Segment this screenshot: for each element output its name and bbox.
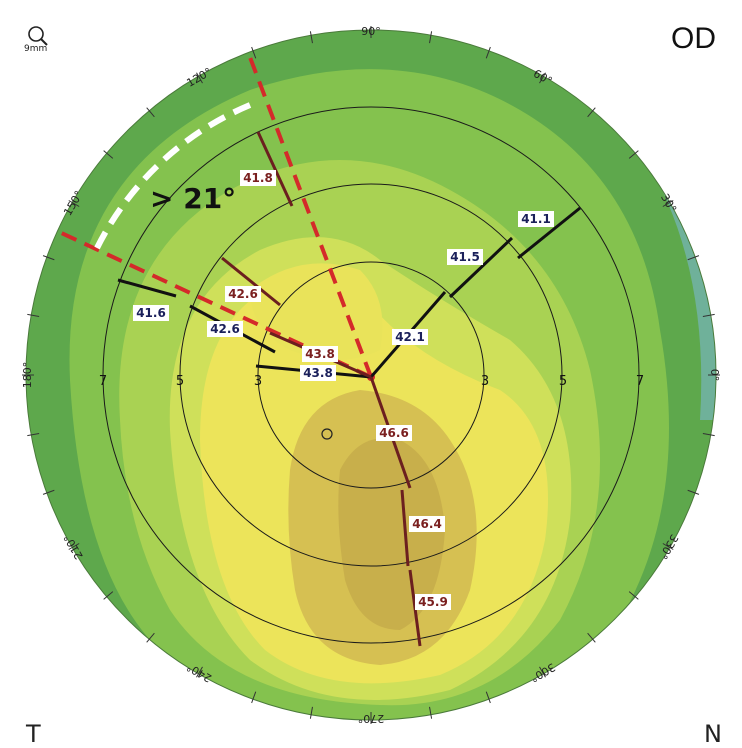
- angle-label: 270°: [358, 712, 385, 725]
- angle-tick: [485, 46, 491, 59]
- angle-label: 180°: [21, 362, 34, 389]
- angle-tick: [687, 489, 700, 495]
- ring-label-right-7: 7: [636, 374, 644, 389]
- dark-tan-zone: [338, 438, 445, 630]
- pupil-center-marker: [321, 428, 333, 440]
- ring-label-right-5: 5: [559, 374, 567, 389]
- angle-tick: [702, 433, 715, 437]
- flat-label-left-7: 41.6: [133, 305, 169, 321]
- angle-tick: [429, 706, 433, 719]
- steep-value-text: 42.6: [228, 287, 258, 301]
- angle-tick: [68, 200, 80, 207]
- angle-tick: [539, 666, 546, 678]
- angle-label: 90°: [361, 25, 381, 38]
- flat-label-right-3: 42.1: [392, 329, 428, 345]
- flat-label-left-3: 43.8: [300, 365, 336, 381]
- steep-label-down-3: 46.6: [376, 425, 412, 441]
- angle-tick: [68, 543, 80, 550]
- flat-label-right-5: 41.5: [447, 249, 483, 265]
- angle-tick: [103, 150, 114, 159]
- angle-annotation: > 21°: [150, 182, 236, 215]
- nasal-label: N: [704, 720, 722, 748]
- angle-tick: [628, 150, 639, 159]
- angle-tick: [587, 107, 596, 118]
- angle-tick: [27, 433, 40, 437]
- steep-seg-down-5: [400, 489, 410, 567]
- angle-tick: [539, 72, 546, 84]
- angle-tick: [702, 313, 715, 317]
- steep-label-down-5: 46.4: [409, 516, 445, 532]
- flat-value-text: 42.6: [210, 322, 240, 336]
- value-labels: 43.8 42.6 41.8 46.6 46.4 45.9 43.8: [133, 170, 554, 610]
- angle-tick: [251, 691, 257, 704]
- angle-tick: [251, 46, 257, 59]
- steep-label-left-5: 42.6: [225, 286, 261, 302]
- steep-seg-left-7: [256, 131, 294, 207]
- angle-tick: [42, 489, 55, 495]
- steep-label-left-7: 41.8: [240, 170, 276, 186]
- flat-seg-right-7: [517, 206, 581, 260]
- angle-tick: [662, 543, 674, 550]
- angle-tick: [146, 107, 155, 118]
- eye-indicator: OD: [671, 22, 716, 55]
- flat-value-text: 41.1: [521, 212, 551, 226]
- zoom-icon[interactable]: [26, 24, 50, 56]
- angle-tick: [309, 31, 313, 44]
- zone-rings: [102, 106, 640, 644]
- ring-label-left-7: 7: [99, 374, 107, 389]
- ring-5mm: [179, 183, 563, 567]
- steep-value-text: 41.8: [243, 171, 273, 185]
- ring-7mm: [102, 106, 640, 644]
- flat-value-text: 41.5: [450, 250, 480, 264]
- flat-seg-right-5: [448, 236, 514, 299]
- angle-ticks: [22, 26, 720, 724]
- angle-tick: [429, 31, 433, 44]
- angle-tick: [587, 632, 596, 643]
- steep-label-left-3: 43.8: [302, 346, 338, 362]
- angle-tick: [42, 255, 55, 261]
- steep-value-text: 43.8: [305, 347, 335, 361]
- angle-tick: [662, 200, 674, 207]
- angle-label: 0°: [708, 369, 721, 382]
- steep-label-down-7: 45.9: [415, 594, 451, 610]
- ring-label-left-5: 5: [176, 374, 184, 389]
- ring-label-right-3: 3: [481, 374, 489, 389]
- flat-label-right-7: 41.1: [518, 211, 554, 227]
- flat-label-left-5: 42.6: [207, 321, 243, 337]
- flat-value-text: 42.1: [395, 330, 425, 344]
- zoom-label: 9mm: [24, 44, 48, 54]
- angle-tick: [103, 591, 114, 600]
- angle-tick: [628, 591, 639, 600]
- angle-tick: [309, 706, 313, 719]
- flat-value-text: 41.6: [136, 306, 166, 320]
- angle-tick: [196, 72, 203, 84]
- steep-seg-left-5: [221, 256, 281, 307]
- steep-value-text: 45.9: [418, 595, 448, 609]
- steep-value-text: 46.6: [379, 426, 409, 440]
- flat-seg-left-7: [117, 278, 177, 298]
- ring-label-left-3: 3: [254, 374, 262, 389]
- angle-tick: [196, 666, 203, 678]
- angle-tick: [146, 632, 155, 643]
- ring-number-labels: 7 5 3 3 5 7: [99, 374, 644, 389]
- angle-tick: [27, 313, 40, 317]
- upper-yellow-lobe: [250, 263, 383, 360]
- steep-value-text: 46.4: [412, 517, 442, 531]
- angle-tick: [687, 255, 700, 261]
- red-dash-steep-axis: [246, 51, 373, 378]
- ring-3mm: [257, 261, 485, 489]
- temporal-label: T: [26, 720, 41, 748]
- flat-value-text: 43.8: [303, 366, 333, 380]
- angle-tick: [485, 691, 491, 704]
